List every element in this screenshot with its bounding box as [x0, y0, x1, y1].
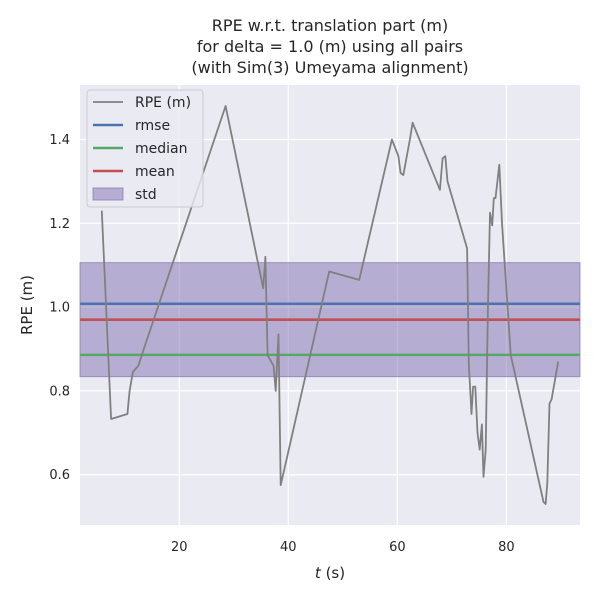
x-tick-label: 20: [171, 540, 188, 555]
x-tick-label: 80: [498, 540, 515, 555]
statistic-lines: [80, 302, 580, 357]
y-tick-label: 0.6: [49, 468, 70, 483]
legend-label: mean: [135, 164, 175, 180]
legend-box: [86, 89, 204, 208]
series-layer: [100, 105, 560, 505]
legend-label: std: [135, 187, 157, 203]
x-axis-unit: (s): [321, 564, 345, 582]
x-axis-variable: t: [315, 564, 322, 582]
legend-label: median: [135, 141, 187, 157]
x-axis-label: t (s): [315, 564, 345, 582]
chart-title-line-3: (with Sim(3) Umeyama alignment): [191, 58, 468, 77]
legend: RPE (m) rmse median mean std: [86, 89, 204, 208]
legend-swatch: [92, 187, 124, 201]
y-tick-label: 0.8: [49, 384, 70, 399]
y-tick-label: 1.2: [49, 217, 70, 232]
x-tick-label: 60: [389, 540, 406, 555]
legend-label: rmse: [135, 118, 170, 134]
chart-title-line-2: for delta = 1.0 (m) using all pairs: [197, 37, 463, 56]
chart-title-line-1: RPE w.r.t. translation part (m): [212, 16, 448, 35]
y-axis-label: RPE (m): [18, 275, 36, 335]
y-tick-label: 1.4: [49, 133, 70, 148]
tick-labels: 20 40 60 80 0.6 0.8 1.0 1.2 1.4: [49, 133, 514, 555]
legend-label: RPE (m): [135, 95, 191, 111]
rpe-series-line: [100, 105, 560, 505]
x-tick-label: 40: [280, 540, 297, 555]
chart-title: RPE w.r.t. translation part (m) for delt…: [191, 16, 468, 77]
y-tick-label: 1.0: [49, 301, 70, 316]
